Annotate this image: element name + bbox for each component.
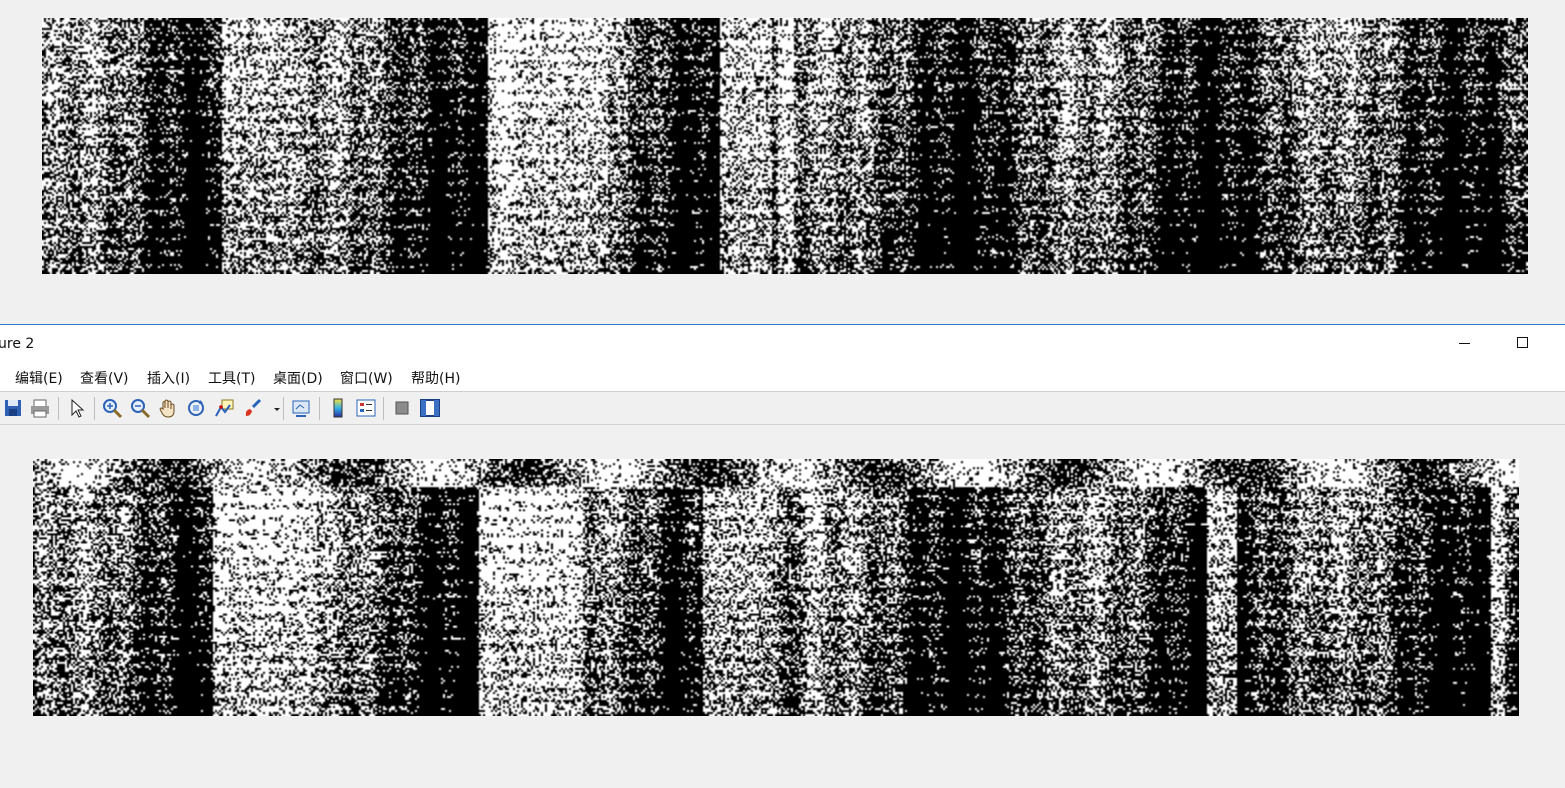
toolbar-separator [383, 397, 384, 420]
brush-icon[interactable] [241, 397, 263, 419]
rotate-3d-icon[interactable] [185, 397, 207, 419]
figure-2-image [33, 459, 1519, 716]
chevron-down-icon[interactable] [266, 397, 280, 419]
colorbar-icon[interactable] [327, 397, 349, 419]
save-icon[interactable] [2, 397, 24, 419]
zoom-out-icon[interactable] [129, 397, 151, 419]
figure-window: ure 2 编辑(E) 查看(V) 插入(I) 工具(T) 桌面(D) 窗口(W… [0, 324, 1565, 788]
background-figure-image [42, 18, 1528, 274]
toolbar-separator [283, 397, 284, 420]
legend-icon[interactable] [355, 397, 377, 419]
spectrogram-canvas-bottom [33, 459, 1519, 716]
title-bar[interactable]: ure 2 [0, 325, 1565, 363]
hide-plot-tools-icon[interactable] [391, 397, 413, 419]
toolbar-separator [58, 397, 59, 420]
menu-bar: 编辑(E) 查看(V) 插入(I) 工具(T) 桌面(D) 窗口(W) 帮助(H… [0, 363, 1565, 392]
select-arrow-icon[interactable] [66, 397, 88, 419]
menu-window[interactable]: 窗口(W) [340, 371, 393, 387]
menu-help[interactable]: 帮助(H) [411, 371, 461, 387]
menu-edit[interactable]: 编辑(E) [15, 371, 63, 387]
menu-tools[interactable]: 工具(T) [208, 371, 256, 387]
minimize-button[interactable] [1442, 325, 1488, 363]
link-plot-icon[interactable] [290, 397, 312, 419]
pan-hand-icon[interactable] [157, 397, 179, 419]
toolbar-separator [319, 397, 320, 420]
figure-toolbar [0, 392, 1565, 425]
toolbar-separator [94, 397, 95, 420]
menu-view[interactable]: 查看(V) [80, 371, 129, 387]
menu-desktop[interactable]: 桌面(D) [273, 371, 323, 387]
zoom-in-icon[interactable] [101, 397, 123, 419]
print-icon[interactable] [29, 397, 51, 419]
show-plot-tools-icon[interactable] [419, 397, 441, 419]
menu-insert[interactable]: 插入(I) [147, 371, 191, 387]
maximize-button[interactable] [1500, 325, 1546, 363]
data-cursor-icon[interactable] [213, 397, 235, 419]
spectrogram-canvas-top [42, 18, 1528, 274]
window-title: ure 2 [0, 336, 35, 352]
